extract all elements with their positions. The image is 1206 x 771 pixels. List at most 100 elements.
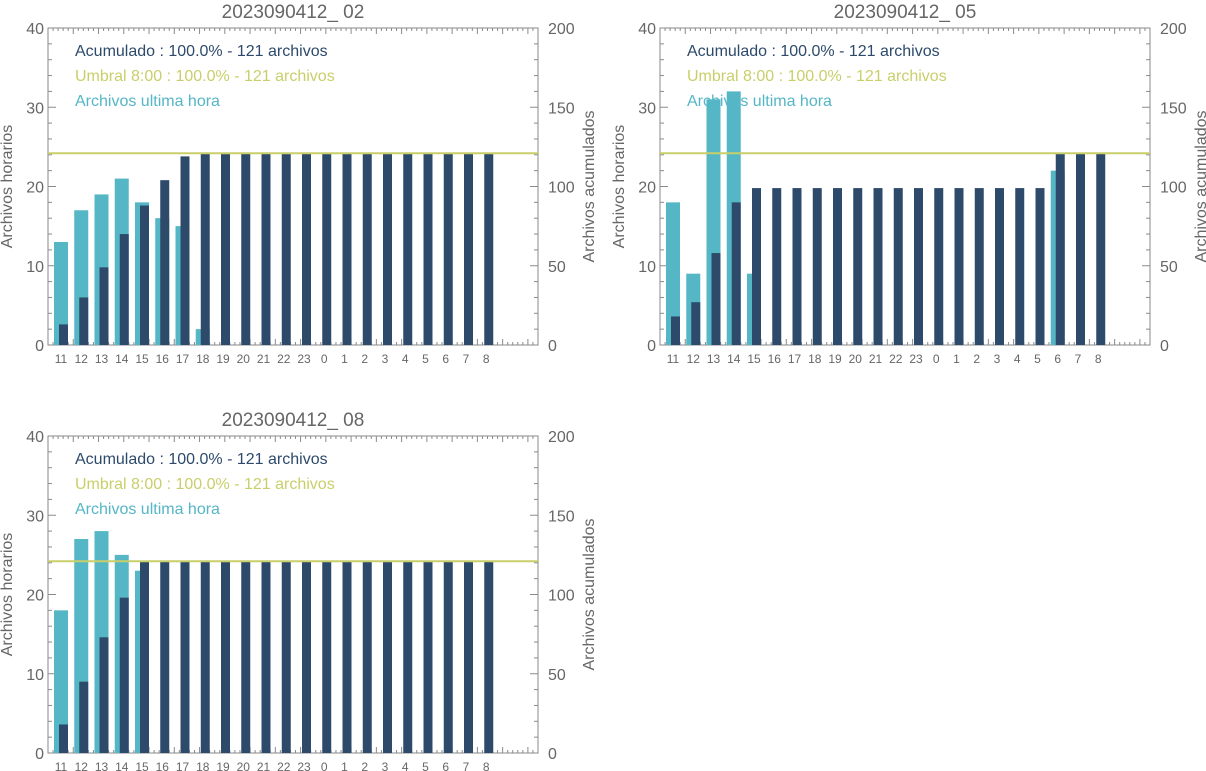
x-tick-label: 5	[422, 352, 429, 366]
x-tick-label: 13	[95, 352, 109, 366]
chart-title: 2023090412_ 02	[222, 2, 365, 23]
x-tick-label: 0	[321, 760, 328, 771]
x-tick-label: 14	[115, 352, 129, 366]
bar-cumulative	[99, 267, 109, 345]
bar-cumulative	[812, 188, 822, 345]
chart-panel-2: 2023090412_ 05010203040050100150200Archi…	[611, 2, 1206, 366]
y-right-axis-title: Archivos acumulados	[581, 518, 598, 670]
x-tick-label: 15	[135, 352, 149, 366]
y-right-tick-label: 0	[1160, 338, 1169, 355]
bar-cumulative	[731, 202, 741, 345]
x-tick-label: 19	[216, 352, 230, 366]
y-right-tick-label: 0	[548, 746, 557, 763]
y-left-tick-label: 40	[638, 21, 656, 38]
y-right-tick-label: 100	[1160, 180, 1187, 197]
x-tick-label: 11	[667, 352, 680, 366]
y-right-tick-label: 0	[548, 338, 557, 355]
x-tick-label: 11	[55, 760, 68, 771]
x-tick-label: 23	[297, 352, 311, 366]
bar-cumulative	[484, 153, 494, 345]
bar-cumulative	[423, 561, 433, 753]
x-tick-label: 14	[115, 760, 129, 771]
bar-cumulative	[302, 561, 311, 753]
bar-cumulative	[711, 253, 721, 345]
x-tick-label: 7	[463, 352, 470, 366]
x-tick-label: 1	[341, 760, 348, 771]
x-tick-label: 19	[828, 352, 842, 366]
x-tick-label: 18	[196, 760, 210, 771]
y-right-tick-label: 200	[548, 21, 575, 38]
x-tick-label: 17	[176, 352, 190, 366]
y-left-tick-label: 20	[638, 180, 656, 197]
y-right-tick-label: 150	[548, 508, 575, 525]
bar-cumulative	[934, 188, 944, 345]
bar-cumulative	[464, 561, 473, 753]
bar-cumulative	[403, 153, 413, 345]
bar-cumulative	[691, 302, 701, 345]
bar-cumulative	[200, 561, 210, 753]
x-tick-label: 15	[135, 760, 149, 771]
x-tick-label: 23	[297, 760, 311, 771]
x-tick-label: 19	[216, 760, 230, 771]
bar-cumulative	[873, 188, 883, 345]
x-tick-label: 6	[442, 760, 449, 771]
y-right-tick-label: 150	[1160, 100, 1187, 117]
y-left-tick-label: 0	[35, 338, 44, 355]
bar-cumulative	[383, 561, 392, 753]
y-right-tick-label: 200	[1160, 21, 1187, 38]
bar-cumulative	[1055, 153, 1065, 345]
x-tick-label: 6	[442, 352, 449, 366]
x-tick-label: 22	[277, 352, 291, 366]
bar-cumulative	[261, 561, 271, 753]
y-right-tick-label: 50	[548, 259, 566, 276]
bar-hourly	[666, 202, 680, 345]
y-left-tick-label: 30	[26, 100, 44, 117]
bar-cumulative	[261, 153, 271, 345]
legend-entry: Umbral 8:00 : 100.0% - 121 archivos	[687, 68, 947, 85]
y-left-tick-label: 10	[26, 667, 44, 684]
x-tick-label: 21	[257, 352, 271, 366]
y-right-tick-label: 50	[548, 667, 566, 684]
bar-cumulative	[893, 188, 903, 345]
y-left-tick-label: 40	[26, 21, 44, 38]
x-tick-label: 1	[953, 352, 960, 366]
bar-cumulative	[180, 561, 190, 753]
bar-cumulative	[281, 153, 291, 345]
x-tick-label: 2	[973, 352, 980, 366]
x-tick-label: 4	[402, 352, 409, 366]
y-left-tick-label: 10	[638, 259, 656, 276]
bar-cumulative	[342, 561, 352, 753]
bar-cumulative	[914, 188, 923, 345]
bar-cumulative	[302, 153, 311, 345]
x-tick-label: 7	[463, 760, 470, 771]
y-right-axis-title: Archivos acumulados	[1193, 110, 1206, 262]
x-tick-label: 12	[75, 352, 89, 366]
x-tick-label: 23	[909, 352, 923, 366]
bar-cumulative	[1015, 188, 1025, 345]
x-tick-label: 3	[994, 352, 1001, 366]
chart-title: 2023090412_ 08	[222, 410, 365, 431]
bar-cumulative	[792, 188, 802, 345]
bar-cumulative	[140, 561, 149, 753]
x-tick-label: 17	[176, 760, 190, 771]
bar-cumulative	[362, 561, 372, 753]
y-right-tick-label: 50	[1160, 259, 1178, 276]
x-tick-label: 11	[55, 352, 68, 366]
x-tick-label: 20	[237, 352, 251, 366]
bar-cumulative	[853, 188, 863, 345]
bar-cumulative	[443, 153, 453, 345]
legend-entry: Acumulado : 100.0% - 121 archivos	[75, 43, 328, 60]
bar-cumulative	[221, 561, 230, 753]
bar-cumulative	[1035, 188, 1045, 345]
y-left-tick-label: 0	[35, 746, 44, 763]
x-tick-label: 3	[382, 352, 389, 366]
bar-hourly	[54, 241, 68, 345]
x-tick-label: 5	[1034, 352, 1041, 366]
bar-cumulative	[200, 153, 210, 345]
x-tick-label: 6	[1054, 352, 1061, 366]
x-tick-label: 20	[237, 760, 251, 771]
legend-entry: Acumulado : 100.0% - 121 archivos	[75, 451, 328, 468]
legend-entry: Archivos ultima hora	[687, 93, 832, 110]
bar-cumulative	[423, 153, 433, 345]
